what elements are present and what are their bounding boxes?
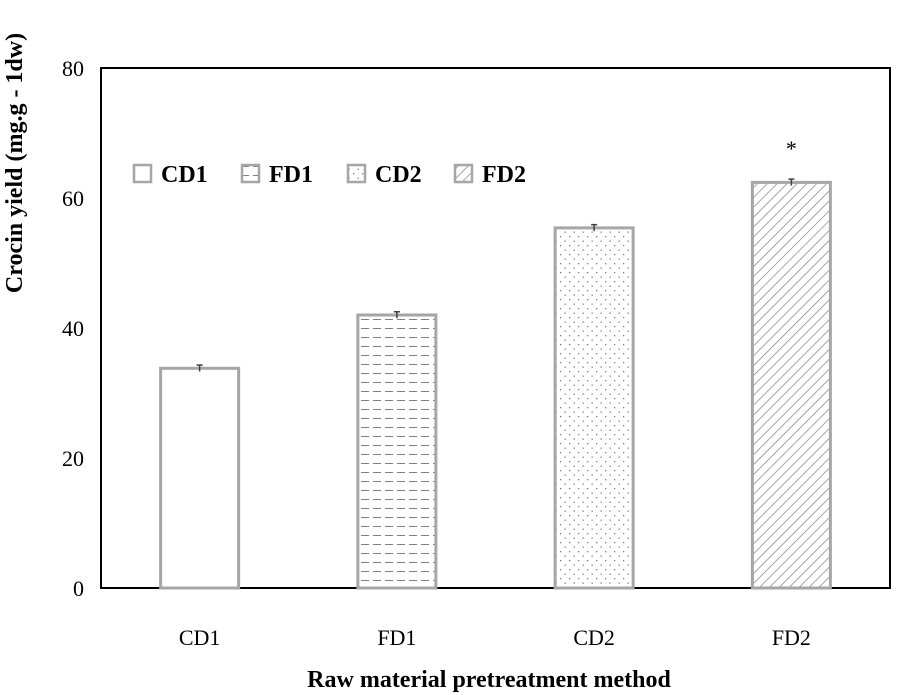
x-axis-title: Raw material pretreatment method xyxy=(307,667,671,693)
y-tick-label: 60 xyxy=(62,186,84,211)
legend-swatch-fd1 xyxy=(240,163,261,184)
legend: CD1 FD1 CD2 FD2 xyxy=(132,162,526,188)
plot-frame xyxy=(100,67,891,589)
legend-label-cd1: CD1 xyxy=(161,162,208,188)
x-tick-label: FD1 xyxy=(377,625,416,650)
x-tick-label: CD2 xyxy=(573,625,615,650)
y-tick-label: 40 xyxy=(62,316,84,341)
bars-group xyxy=(159,178,832,590)
legend-swatch-fd2 xyxy=(453,163,474,184)
bar-cd1 xyxy=(159,366,241,590)
legend-label-fd2: FD2 xyxy=(482,162,526,188)
y-tick-label: 0 xyxy=(73,576,84,601)
x-tick-label: CD1 xyxy=(179,625,221,650)
significance-marker: * xyxy=(786,136,797,161)
annotations: * xyxy=(786,136,797,161)
legend-swatch-cd1 xyxy=(132,163,153,184)
bar-fd1 xyxy=(356,313,438,590)
legend-label-cd2: CD2 xyxy=(375,162,422,188)
y-tick-label: 80 xyxy=(62,56,84,81)
bar-cd2 xyxy=(553,226,635,590)
legend-swatch-cd2 xyxy=(346,163,367,184)
x-axis: CD1 FD1 CD2 FD2 xyxy=(179,625,811,650)
x-tick-label: FD2 xyxy=(772,625,811,650)
legend-label-fd1: FD1 xyxy=(269,162,313,188)
bar-fd2 xyxy=(750,180,832,590)
y-tick-label: 20 xyxy=(62,446,84,471)
y-axis-title: Crocin yield (mg.g - 1dw) xyxy=(2,33,28,293)
y-axis: 0 20 40 60 80 xyxy=(62,56,84,601)
